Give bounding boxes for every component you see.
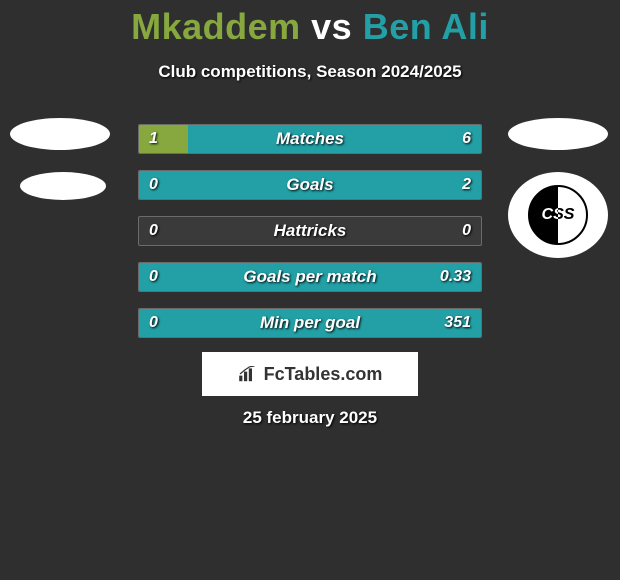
bar-label: Min per goal xyxy=(139,309,481,337)
club-badge-css: CSS xyxy=(508,172,608,258)
comparison-bars: 16Matches 02Goals 00Hattricks 00.33Goals pe… xyxy=(138,124,482,354)
left-ellipse-1 xyxy=(10,118,110,150)
fctables-logo-text: FcTables.com xyxy=(264,364,383,385)
club-badge-text: CSS xyxy=(542,206,575,224)
comparison-title: Mkaddem vs Ben Ali xyxy=(0,0,620,48)
bar-row: 00.33Goals per match xyxy=(138,262,482,292)
left-badge-group xyxy=(10,118,110,222)
bar-label: Hattricks xyxy=(139,217,481,245)
right-badge-group: CSS xyxy=(508,118,608,258)
bar-chart-icon xyxy=(238,366,258,382)
bar-label: Goals xyxy=(139,171,481,199)
bar-row: 00Hattricks xyxy=(138,216,482,246)
bar-label: Matches xyxy=(139,125,481,153)
right-ellipse-1 xyxy=(508,118,608,150)
club-badge-inner: CSS xyxy=(528,185,588,245)
bar-label: Goals per match xyxy=(139,263,481,291)
left-ellipse-2 xyxy=(20,172,106,200)
vs-text: vs xyxy=(301,6,363,47)
bar-row: 0351Min per goal xyxy=(138,308,482,338)
bar-row: 16Matches xyxy=(138,124,482,154)
player-left-name: Mkaddem xyxy=(131,6,301,47)
subtitle-text: Club competitions, Season 2024/2025 xyxy=(0,48,620,82)
fctables-logo-box[interactable]: FcTables.com xyxy=(202,352,418,396)
bar-row: 02Goals xyxy=(138,170,482,200)
player-right-name: Ben Ali xyxy=(363,6,489,47)
snapshot-date: 25 february 2025 xyxy=(0,408,620,428)
